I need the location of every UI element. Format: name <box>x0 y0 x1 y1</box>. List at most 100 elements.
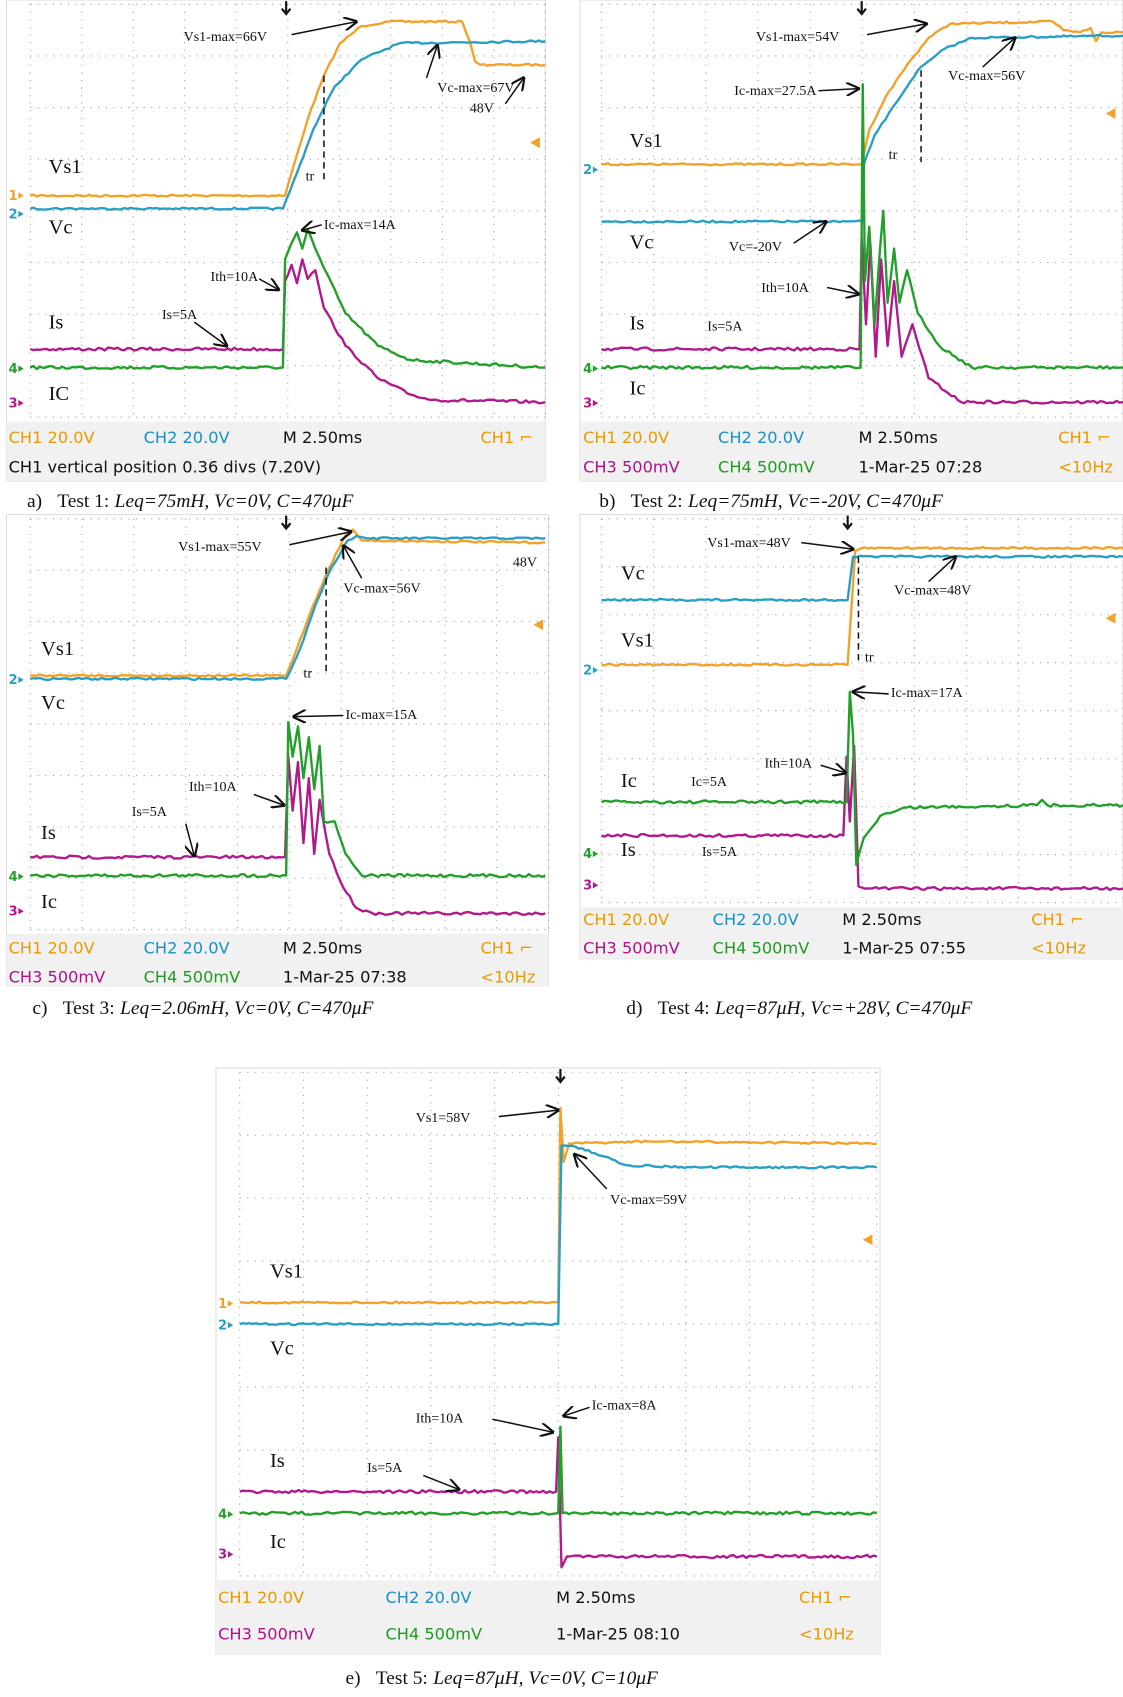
channel-marker: 3 <box>9 396 18 411</box>
status-text: 1-Mar-25 07:55 <box>842 938 966 957</box>
annotation: Is=5A <box>702 844 738 860</box>
annotation: Is=5A <box>707 319 743 335</box>
annotation: Ic-max=17A <box>891 685 964 701</box>
caption-test: Test 2: <box>631 491 683 512</box>
scope-panel: Vs1VcIsICVs1-max=66VVc-max=67V48VIc-max=… <box>6 0 545 512</box>
status-text: CH1 ⌐ <box>481 428 533 447</box>
channel-marker: 3 <box>218 1548 227 1563</box>
status-text: CH4 500mV <box>385 1625 482 1644</box>
annotation: Vc-max=56V <box>343 580 420 596</box>
trace-label: Is <box>621 839 636 861</box>
caption-params: Leq=75mH, Vc=-20V, C=470μF <box>687 491 944 512</box>
caption-params: Leq=87μH, Vc=0V, C=10μF <box>432 1668 659 1689</box>
trace-label: Is <box>41 822 56 844</box>
scope-panel: Vs1VcIsIcVs1=58VVc-max=59VIc-max=8AIth=1… <box>216 1068 880 1689</box>
annotation: Vc=-20V <box>729 239 782 255</box>
status-text: CH3 500mV <box>9 968 106 987</box>
trace-label: Vc <box>630 232 654 254</box>
annotation: 48V <box>513 554 537 570</box>
status-text: CH4 500mV <box>144 968 241 987</box>
scope-panel: Vs1VcIsIcVs1-max=54VVc-max=56VIc-max=27.… <box>580 0 1123 512</box>
annotation: Ic-max=8A <box>592 1397 658 1413</box>
annotation: Ith=10A <box>765 755 814 771</box>
channel-marker: 4 <box>218 1508 227 1523</box>
scope-screen <box>580 0 1123 481</box>
status-text: CH1 ⌐ <box>481 938 533 957</box>
trace-label: Is <box>49 312 64 334</box>
scope-screen <box>6 0 545 481</box>
status-text: 1-Mar-25 08:10 <box>556 1625 680 1644</box>
annotation: tr <box>303 666 312 682</box>
annotation: Vs1-max=54V <box>756 29 839 45</box>
caption-label: a) <box>27 491 42 512</box>
caption-test: Test 3: <box>63 998 115 1019</box>
trace-label: Is <box>630 313 645 335</box>
channel-marker: 3 <box>9 905 18 920</box>
status-text: CH3 500mV <box>583 457 680 476</box>
trace-label: Vc <box>270 1337 294 1359</box>
annotation: Ic=5A <box>691 774 728 790</box>
annotation: Ith=10A <box>416 1410 465 1426</box>
figure: Vs1VcIsICVs1-max=66VVc-max=67V48VIc-max=… <box>0 0 1123 1697</box>
status-text: CH1 20.0V <box>9 938 95 957</box>
scope-panel: Vs1VcIsIcVs1-max=55VVc-max=56V48VIc-max=… <box>6 515 548 1019</box>
trace-label: IC <box>49 383 70 405</box>
annotation: tr <box>306 169 315 185</box>
status-text: CH3 500mV <box>583 938 680 957</box>
caption-params: Leq=75mH, Vc=0V, C=470μF <box>114 491 355 512</box>
status-text: CH2 20.0V <box>718 428 804 447</box>
scope-screen <box>580 515 1123 959</box>
caption-params: Leq=87μH, Vc=+28V, C=470μF <box>714 998 973 1019</box>
channel-marker: 4 <box>9 362 18 377</box>
status-text: 1-Mar-25 07:38 <box>283 968 407 987</box>
page: Vs1VcIsICVs1-max=66VVc-max=67V48VIc-max=… <box>0 0 1123 1697</box>
status-text: CH4 500mV <box>713 938 810 957</box>
trace-label: Vs1 <box>621 629 654 651</box>
annotation: Vc-max=48V <box>894 582 971 598</box>
status-text: CH1 ⌐ <box>799 1588 851 1607</box>
annotation: Vs1=58V <box>416 1110 471 1126</box>
annotation: Is=5A <box>367 1460 403 1476</box>
caption-label: b) <box>599 491 615 512</box>
caption-label: d) <box>626 998 642 1019</box>
status-text: CH1 20.0V <box>583 910 669 929</box>
channel-marker: 2 <box>9 207 18 222</box>
annotation: Ic-max=14A <box>324 217 397 233</box>
status-text: CH1 ⌐ <box>1031 910 1083 929</box>
caption-label: c) <box>32 998 47 1019</box>
status-text: CH1 20.0V <box>218 1588 304 1607</box>
trace-label: Vc <box>621 562 645 584</box>
caption: e)Test 5:Leq=87μH, Vc=0V, C=10μF <box>346 1668 659 1689</box>
status-text: CH1 20.0V <box>583 428 669 447</box>
channel-marker: 4 <box>583 362 592 377</box>
channel-marker: 4 <box>9 870 18 885</box>
annotation: 48V <box>470 100 494 116</box>
annotation: Vs1-max=66V <box>184 29 267 45</box>
trace-label: Vc <box>41 692 65 714</box>
channel-marker: 3 <box>583 879 592 894</box>
trace-label: Vs1 <box>270 1261 303 1283</box>
annotation: Vs1-max=48V <box>707 535 790 551</box>
status-text: CH1 20.0V <box>9 428 95 447</box>
channel-marker: 1 <box>9 189 18 204</box>
trace-label: Vs1 <box>630 130 663 152</box>
status-text: CH2 20.0V <box>144 938 230 957</box>
trace-label: Ic <box>621 770 637 792</box>
status-text: CH3 500mV <box>218 1625 315 1644</box>
scope-panel: Vc Vs1 Ic Is Vs1-max=48V Vc-max=48V Ic-max=17A… <box>580 515 1123 1019</box>
status-text: <10Hz <box>1031 938 1086 957</box>
trace-label: Ic <box>270 1531 286 1553</box>
channel-marker: 2 <box>218 1318 227 1333</box>
channel-marker: 3 <box>583 396 592 411</box>
caption-test: Test 5: <box>376 1668 428 1689</box>
channel-marker: 2 <box>583 663 592 678</box>
channel-marker: 4 <box>583 847 592 862</box>
status-text: M 2.50ms <box>556 1588 635 1607</box>
trace-label: Vc <box>49 216 73 238</box>
trace-label: Ic <box>630 378 646 400</box>
annotation: Vc-max=56V <box>948 68 1025 84</box>
caption-params: Leq=2.06mH, Vc=0V, C=470μF <box>119 998 374 1019</box>
scope-screen <box>6 515 548 986</box>
status-text: CH2 20.0V <box>713 910 799 929</box>
status-text: CH2 20.0V <box>144 428 230 447</box>
